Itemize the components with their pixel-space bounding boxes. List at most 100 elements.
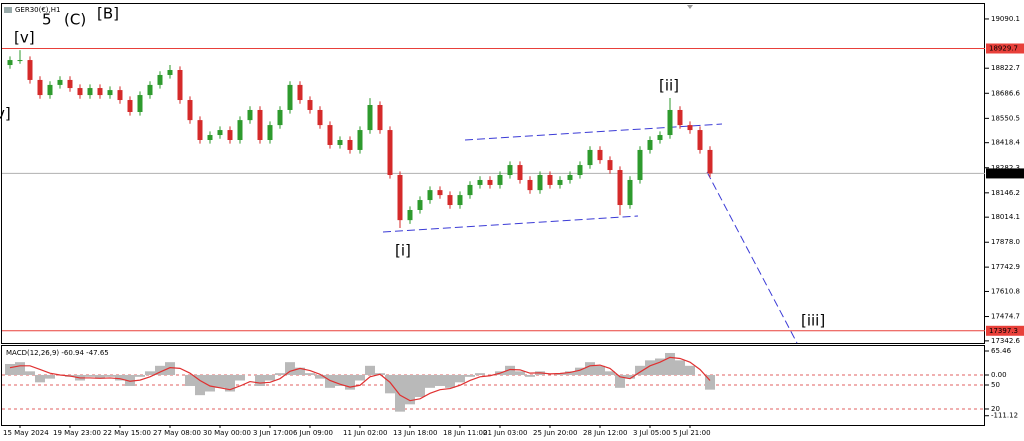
macd-bar xyxy=(195,374,205,396)
candle-body xyxy=(127,100,133,112)
candle-body xyxy=(347,140,353,150)
level-label-box xyxy=(986,43,1024,54)
x-tick-label: 19 May 23:00 xyxy=(53,429,101,437)
candle-body xyxy=(617,170,623,206)
candle-body xyxy=(47,84,53,96)
wave-label: [i] xyxy=(395,242,411,260)
macd-bar xyxy=(665,352,675,375)
macd-bar xyxy=(105,374,115,377)
macd-bar xyxy=(425,374,435,388)
x-tick-label: 5 Jul 21:00 xyxy=(673,429,711,437)
candle-body xyxy=(167,70,173,75)
y-tick-label: 17474.7 xyxy=(991,313,1020,321)
x-tick-label: 6 Jun 09:00 xyxy=(293,429,333,437)
wave-label: (C) xyxy=(64,11,86,29)
current-price-box xyxy=(986,168,1024,179)
y-tick-label: 18146.2 xyxy=(991,189,1020,197)
candle-body xyxy=(397,175,403,221)
y-tick-label: 17742.9 xyxy=(991,263,1020,271)
macd-bar xyxy=(515,371,525,375)
candle-body xyxy=(437,190,443,196)
wave-label: [ii] xyxy=(659,77,679,95)
macd-bar xyxy=(655,358,665,375)
macd-bar xyxy=(45,374,55,379)
y-tick-label: 50 xyxy=(991,381,1000,389)
candle-body xyxy=(67,79,73,89)
macd-bar xyxy=(395,374,405,412)
y-tick-label: 17342.6 xyxy=(991,337,1020,345)
macd-bar xyxy=(335,374,345,386)
channel-lower xyxy=(382,215,639,233)
x-tick-label: 13 Jun 18:00 xyxy=(393,429,437,437)
macd-bar xyxy=(525,374,535,377)
macd-bar xyxy=(215,374,225,388)
macd-bar xyxy=(5,363,15,375)
y-tick-label: 20 xyxy=(991,405,1000,413)
macd-bar xyxy=(205,374,215,392)
macd-bar xyxy=(135,374,145,377)
candle-body xyxy=(317,109,323,126)
candle-body xyxy=(327,125,333,145)
macd-bar xyxy=(225,374,235,392)
macd-bar xyxy=(705,374,715,390)
macd-bar xyxy=(625,374,635,379)
candle-body xyxy=(497,175,503,185)
candle-body xyxy=(707,149,713,174)
candle-body xyxy=(367,105,373,131)
y-tick-label: 18550.5 xyxy=(991,114,1020,122)
candle-body xyxy=(237,120,243,140)
macd-bar xyxy=(165,362,175,375)
candle-body xyxy=(277,109,283,126)
level-label: 17397.3 xyxy=(989,327,1018,335)
signal-line xyxy=(9,356,711,402)
x-tick-label: 18 Jun 11:00 xyxy=(443,429,487,437)
candle-body xyxy=(377,105,383,131)
candle-body xyxy=(287,84,293,110)
candle-body xyxy=(567,175,573,180)
chart-title: GER30(€),H1 xyxy=(15,6,60,14)
macd-bar xyxy=(645,360,655,375)
macd-bar xyxy=(315,374,325,379)
candle-body xyxy=(407,210,413,221)
candle-body xyxy=(7,60,13,66)
candle-body xyxy=(177,70,183,101)
candle-body xyxy=(27,60,33,80)
macd-bar xyxy=(25,371,35,375)
y-tick-label: 18282.3 xyxy=(991,164,1020,172)
candle-body xyxy=(117,90,123,101)
level-label: 18929.7 xyxy=(989,45,1018,53)
macd-bar xyxy=(565,371,575,375)
current-price-label: 18251.5 xyxy=(989,169,1018,177)
wave-label: [B] xyxy=(97,5,119,23)
wave-label: v] xyxy=(0,105,11,123)
macd-bar xyxy=(385,374,395,394)
candle-body xyxy=(357,130,363,150)
candle-body xyxy=(197,120,203,140)
candle-body xyxy=(387,130,393,175)
x-tick-label: 3 Jun 17:00 xyxy=(253,429,293,437)
macd-bar xyxy=(15,362,25,375)
candle-body xyxy=(687,125,693,131)
macd-pane-border xyxy=(1,345,985,426)
x-tick-label: 15 May 2024 xyxy=(3,429,49,437)
macd-bar xyxy=(585,362,595,375)
candle-body xyxy=(667,109,673,136)
macd-bar xyxy=(295,367,305,375)
candle-body xyxy=(507,165,513,175)
macd-bar xyxy=(355,374,365,381)
macd-bar xyxy=(675,360,685,375)
candle-body xyxy=(37,79,43,96)
candle-body xyxy=(457,195,463,206)
candle-body xyxy=(577,165,583,175)
candle-body xyxy=(447,195,453,206)
x-tick-label: 3 Jul 05:00 xyxy=(633,429,671,437)
macd-bar xyxy=(85,374,95,377)
projection-line xyxy=(706,171,798,344)
symbol-icon xyxy=(4,7,12,13)
y-tick-label: 17878.0 xyxy=(991,238,1020,246)
candle-body xyxy=(307,100,313,110)
scroll-marker xyxy=(687,5,693,9)
macd-bar xyxy=(365,365,375,375)
candle-body xyxy=(97,88,103,96)
